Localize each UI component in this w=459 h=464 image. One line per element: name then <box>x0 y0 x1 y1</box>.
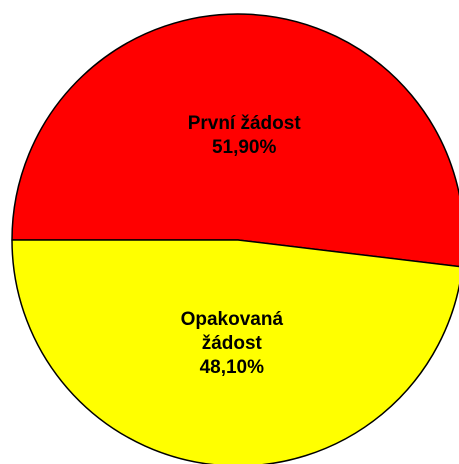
slice-label: První žádost 51,90% <box>169 112 319 160</box>
slice-value-label: 51,90% <box>211 137 277 159</box>
slice-category: První žádost <box>187 113 301 135</box>
slice-category: Opakovaná žádost <box>180 308 284 354</box>
pie-slice <box>11 13 459 268</box>
pie-slice <box>11 239 459 464</box>
slice-label: Opakovaná žádost 48,10% <box>157 308 307 380</box>
slice-value-label: 48,10% <box>199 356 265 378</box>
